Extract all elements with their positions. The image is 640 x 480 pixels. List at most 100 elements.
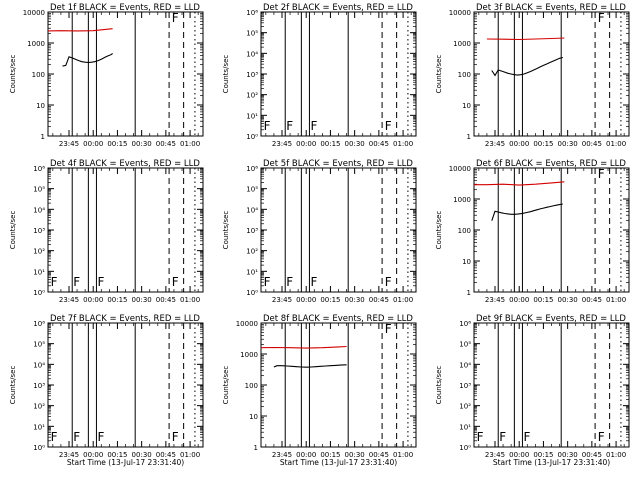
x-tick-label: 00:45 [156, 140, 176, 148]
panel-det-3: Det 3f BLACK = Events, RED = LLD 1 10 100 10… [435, 3, 630, 148]
y-tick-label: 10000 [449, 9, 471, 17]
x-tick-label: 00:30 [132, 140, 152, 148]
x-tick-label: 00:30 [345, 296, 365, 304]
y-tick-label: 10⁵ [246, 186, 258, 194]
panel-det-1: Det 1f BLACK = Events, RED = LLD 1 10 100 10… [9, 3, 204, 148]
x-tick-label: 00:45 [582, 140, 602, 148]
flag-marker: F [73, 275, 80, 289]
x-tick-label: 00:00 [509, 296, 529, 304]
x-tick-label: 01:00 [180, 451, 200, 459]
flag-marker: F [97, 430, 104, 444]
panel-det-6: Det 6f BLACK = Events, RED = LLD 1 10 100 10… [435, 159, 630, 304]
y-axis-label: Counts/sec [9, 211, 17, 250]
flag-marker: F [172, 275, 179, 289]
y-tick-label: 100 [245, 382, 258, 390]
x-tick-label: 00:30 [132, 296, 152, 304]
x-tick-label: 00:15 [320, 296, 340, 304]
plot-frame [260, 322, 417, 448]
x-tick-label: 01:00 [180, 296, 200, 304]
flag-marker: F [598, 167, 605, 181]
y-tick-label: 10000 [449, 165, 471, 173]
y-tick-label: 10⁴ [459, 361, 471, 369]
plot-frame [47, 167, 204, 293]
x-tick-label: 01:00 [606, 140, 626, 148]
panel-det-9: Det 9f BLACK = Events, RED = LLD 10⁰ 10¹ 10… [435, 314, 630, 467]
y-tick-label: 10¹ [459, 423, 471, 431]
x-axis-label: Start Time (13-Jul-17 23:31:40) [67, 458, 184, 467]
y-tick-label: 1000 [453, 40, 471, 48]
panel-title: Det 8f BLACK = Events, RED = LLD [263, 314, 413, 324]
x-tick-label: 00:45 [369, 140, 389, 148]
y-tick-label: 10⁴ [33, 361, 45, 369]
flag-marker: F [385, 119, 392, 133]
flag-marker: F [598, 11, 605, 25]
y-axis-label: Counts/sec [222, 55, 230, 94]
panel-det-5: Det 5f BLACK = Events, RED = LLD 10⁰ 10¹ 10… [222, 159, 417, 304]
plot-frame [473, 11, 630, 137]
y-tick-label: 10 [249, 413, 258, 421]
lld-series-line [486, 37, 565, 41]
flag-marker: F [172, 11, 179, 25]
x-tick-label: 00:15 [107, 451, 127, 459]
flag-marker: F [598, 430, 605, 444]
x-tick-label: 00:45 [156, 451, 176, 459]
x-tick-label: 00:30 [345, 451, 365, 459]
x-tick-label: 01:00 [606, 296, 626, 304]
y-tick-label: 10² [33, 403, 45, 411]
x-tick-label: 00:00 [509, 140, 529, 148]
x-tick-label: 00:00 [83, 451, 103, 459]
plot-frame [260, 167, 417, 293]
panel-det-7: Det 7f BLACK = Events, RED = LLD 10⁰ 10¹ 10… [9, 314, 204, 467]
panel-title: Det 1f BLACK = Events, RED = LLD [50, 3, 200, 13]
y-tick-label: 100 [32, 71, 45, 79]
x-tick-label: 00:15 [107, 296, 127, 304]
y-tick-label: 10⁰ [246, 133, 258, 141]
events-series-line [491, 203, 563, 221]
y-tick-label: 1000 [240, 351, 258, 359]
y-tick-label: 10 [36, 102, 45, 110]
events-series-line [62, 53, 113, 67]
x-tick-label: 00:45 [582, 296, 602, 304]
y-tick-label: 10³ [459, 382, 471, 390]
y-tick-label: 10¹ [246, 112, 258, 120]
panel-title: Det 2f BLACK = Events, RED = LLD [263, 3, 413, 13]
x-tick-label: 23:45 [59, 296, 79, 304]
y-tick-label: 10⁵ [459, 341, 471, 349]
y-tick-label: 10 [462, 258, 471, 266]
flag-marker: F [286, 275, 293, 289]
y-tick-label: 10¹ [33, 423, 45, 431]
y-tick-label: 10000 [23, 9, 45, 17]
flag-marker: F [499, 430, 506, 444]
panel-det-4: Det 4f BLACK = Events, RED = LLD 10⁰ 10¹ 10… [9, 159, 204, 304]
y-tick-label: 10³ [246, 227, 258, 235]
x-tick-label: 00:30 [132, 451, 152, 459]
x-tick-label: 00:30 [558, 296, 578, 304]
y-tick-label: 1000 [27, 40, 45, 48]
flag-marker: F [310, 119, 317, 133]
y-tick-label: 10¹ [33, 268, 45, 276]
flag-marker: F [172, 430, 179, 444]
x-tick-label: 00:00 [83, 140, 103, 148]
y-tick-label: 1 [254, 444, 258, 452]
x-tick-label: 00:15 [320, 140, 340, 148]
y-tick-label: 1 [467, 133, 471, 141]
x-tick-label: 00:45 [369, 296, 389, 304]
x-tick-label: 00:30 [558, 451, 578, 459]
flag-marker: F [264, 119, 271, 133]
y-tick-label: 1 [41, 133, 45, 141]
plot-frame [47, 322, 204, 448]
y-tick-label: 10³ [33, 227, 45, 235]
flag-marker: F [51, 275, 58, 289]
panel-title: Det 3f BLACK = Events, RED = LLD [476, 3, 626, 13]
x-tick-label: 01:00 [180, 140, 200, 148]
y-axis-label: Counts/sec [435, 55, 443, 94]
x-tick-label: 23:45 [485, 451, 505, 459]
panel-title: Det 6f BLACK = Events, RED = LLD [476, 159, 626, 169]
panel-det-8: Det 8f BLACK = Events, RED = LLD 1 10 100 10… [222, 314, 417, 467]
y-axis-label: Counts/sec [222, 211, 230, 250]
x-tick-label: 23:45 [59, 140, 79, 148]
y-tick-label: 10² [246, 248, 258, 256]
x-tick-label: 00:45 [369, 451, 389, 459]
lld-series-line [474, 181, 565, 186]
events-series-line [491, 56, 563, 77]
